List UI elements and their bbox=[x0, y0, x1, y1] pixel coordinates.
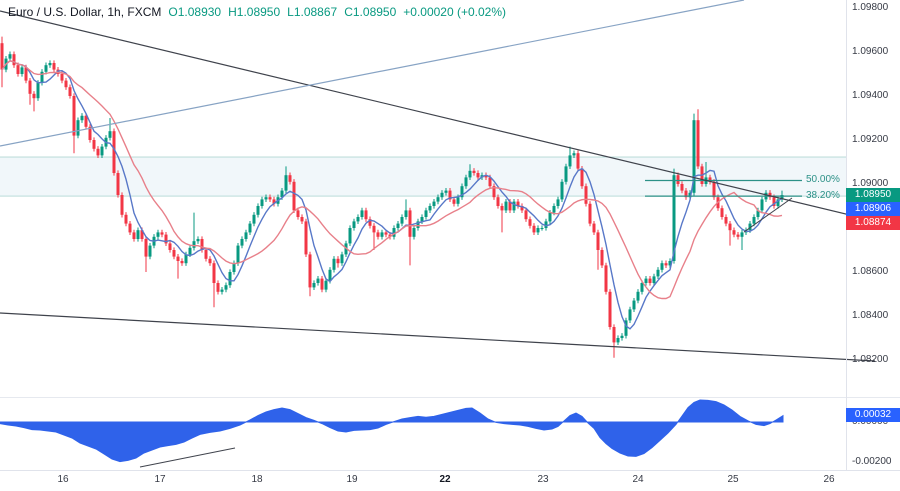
chart-legend: Euro / U.S. Dollar, 1h, FXCM O1.08930 H1.0… bbox=[8, 5, 506, 19]
price-axis-label: 1.08200 bbox=[852, 354, 889, 365]
fib-50-label: 50.00% bbox=[806, 174, 840, 185]
oscillator-value-label: 0.00032 bbox=[846, 408, 900, 422]
trendline-drawings[interactable] bbox=[0, 0, 900, 468]
price-axis-label: 1.08400 bbox=[852, 310, 889, 321]
pane-divider[interactable] bbox=[0, 397, 900, 398]
price-axis-label: 1.08600 bbox=[852, 266, 889, 277]
time-axis-label-19: 19 bbox=[346, 474, 358, 485]
price-axis-label: 1.09800 bbox=[852, 2, 889, 13]
price-axis-label: 1.09400 bbox=[852, 90, 889, 101]
ohlc-close: C1.08950 bbox=[344, 5, 397, 19]
time-axis-label-22: 22 bbox=[439, 474, 451, 485]
oscillator-area bbox=[0, 399, 784, 463]
price-axis-label: 1.09600 bbox=[852, 46, 889, 57]
ascending-steel-line[interactable] bbox=[0, 0, 745, 147]
ohlc-change: +0.00020 (+0.02%) bbox=[403, 5, 507, 19]
time-axis-label-16: 16 bbox=[57, 474, 69, 485]
price-axis-label: 1.09000 bbox=[852, 178, 889, 189]
time-axis-label-18: 18 bbox=[251, 474, 263, 485]
fib-382-label: 38.20% bbox=[806, 190, 840, 201]
descending-resistance-line[interactable] bbox=[0, 10, 900, 228]
time-axis-border bbox=[0, 470, 900, 471]
ohlc-high: H1.08950 bbox=[228, 5, 281, 19]
time-axis-label-23: 23 bbox=[537, 474, 549, 485]
oscillator-axis-label: -0.00200 bbox=[852, 456, 892, 467]
ohlc-open: O1.08930 bbox=[168, 5, 222, 19]
candlestick-series bbox=[0, 36, 784, 358]
time-axis-label-26: 26 bbox=[823, 474, 835, 485]
fib-retracement-lines[interactable] bbox=[645, 179, 802, 197]
price-axis-border bbox=[846, 0, 847, 470]
fib-zone-band[interactable] bbox=[0, 156, 846, 197]
symbol-title[interactable]: Euro / U.S. Dollar, 1h, FXCM bbox=[8, 5, 162, 19]
ma-fast-price-label: 1.08906 bbox=[846, 202, 900, 216]
price-axis-label: 1.09200 bbox=[852, 134, 889, 145]
time-axis-label-24: 24 bbox=[632, 474, 644, 485]
last-price-label: 1.08950 bbox=[846, 188, 900, 202]
ma-slow-price-label: 1.08874 bbox=[846, 216, 900, 230]
time-axis-label-17: 17 bbox=[154, 474, 166, 485]
time-axis-label-25: 25 bbox=[727, 474, 739, 485]
short-ascending-line[interactable] bbox=[743, 197, 793, 233]
oscillator-trendline[interactable] bbox=[139, 447, 236, 468]
descending-support-line[interactable] bbox=[0, 312, 876, 362]
moving-average-lines bbox=[1, 60, 783, 330]
ohlc-low: L1.08867 bbox=[287, 5, 338, 19]
